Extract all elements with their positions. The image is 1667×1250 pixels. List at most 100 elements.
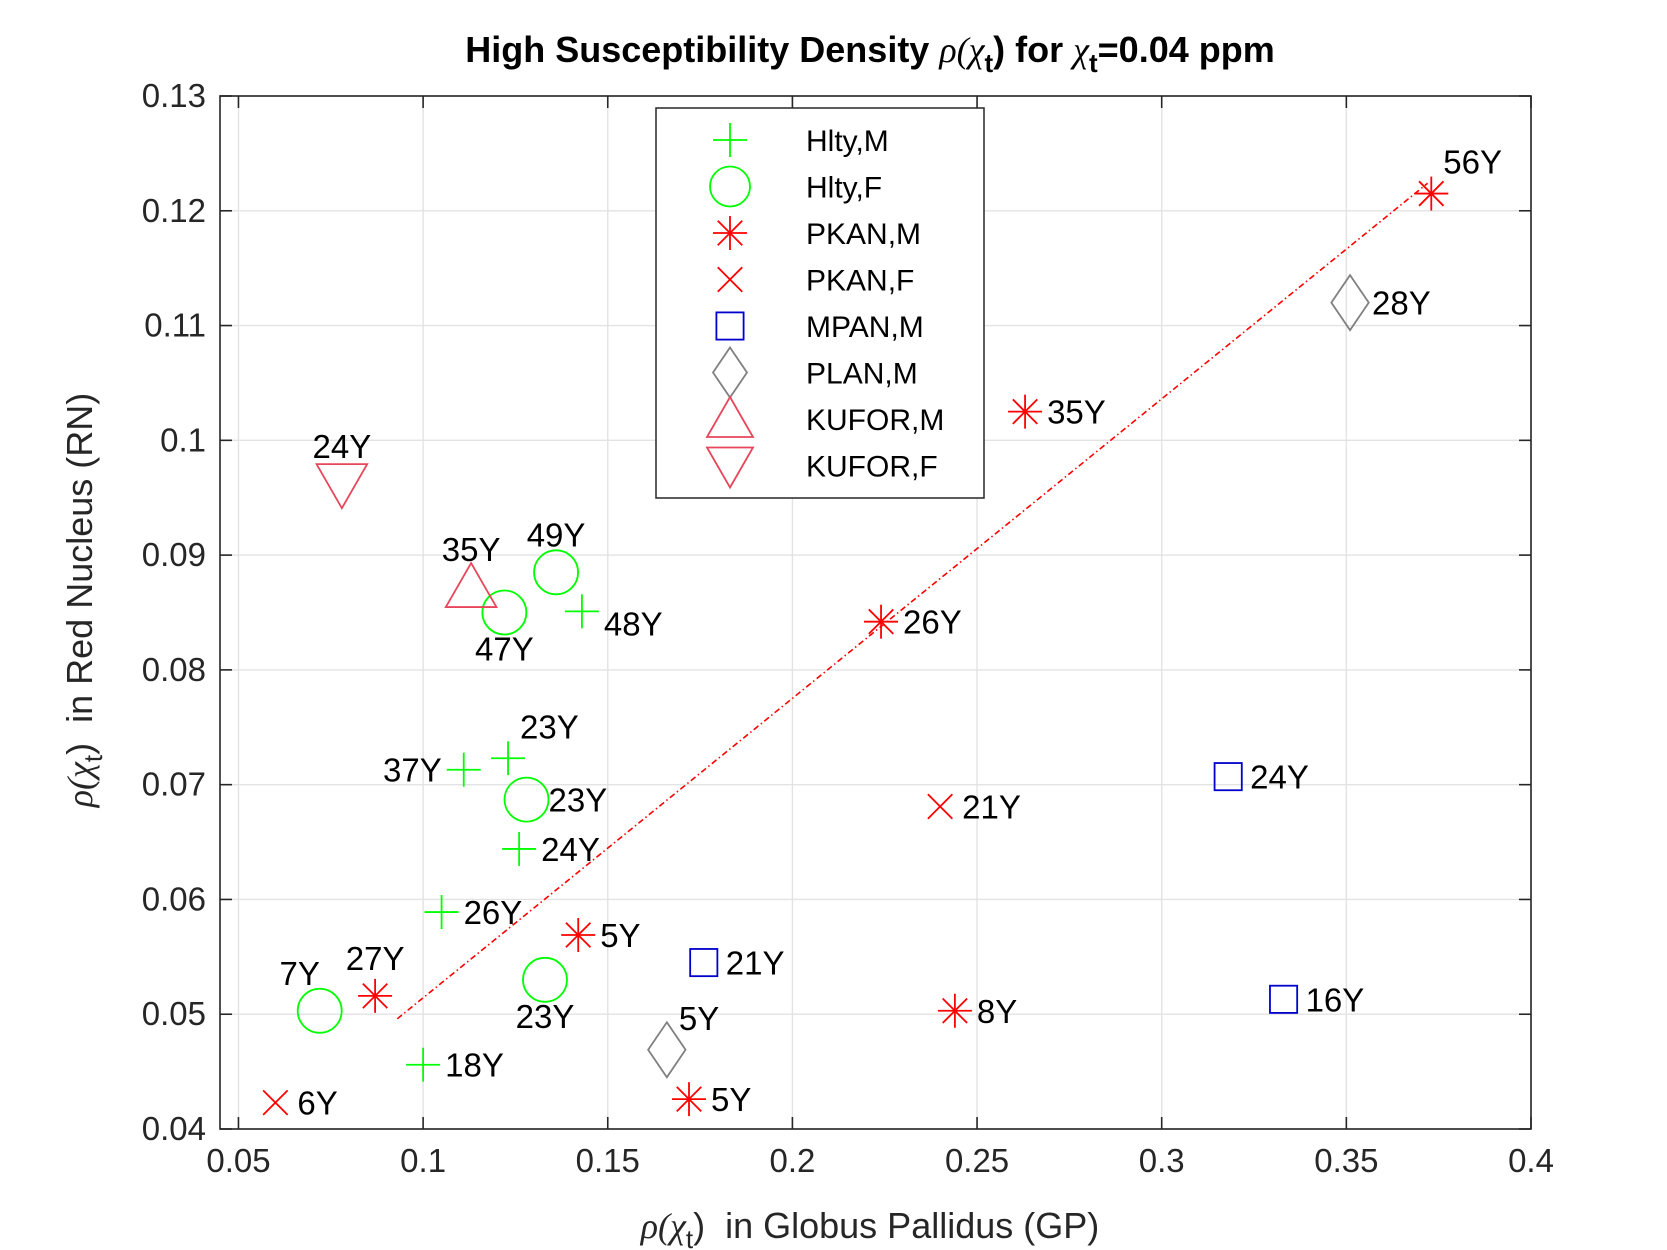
y-tick-label: 0.05: [142, 995, 206, 1032]
legend-item-hlty-m: Hlty,M: [713, 123, 889, 158]
marker-pkan-m: [1414, 176, 1449, 211]
legend-label: PKAN,F: [806, 265, 914, 298]
x-tick-label: 0.15: [576, 1142, 640, 1179]
title-close: ): [993, 29, 1005, 70]
fit-line: [396, 182, 1429, 1020]
point-label-hlty-m: 23Y: [520, 708, 579, 745]
point-label-pkan-m: 5Y: [711, 1081, 751, 1118]
y-label-chi: χ: [60, 761, 100, 781]
x-tick-label: 0.4: [1508, 1142, 1554, 1179]
x-tick-label: 0.1: [400, 1142, 446, 1179]
marker-hlty-m: [491, 741, 526, 776]
legend-marker-kufor-m: [705, 395, 755, 438]
y-axis-label: ρ(χt) in Red Nucleus (RN): [59, 393, 108, 808]
legend-marker-hlty-f: [709, 165, 751, 208]
y-axis-tick-labels: 0.04 0.05 0.06 0.07 0.08 0.09 0.1 0.11 0.12 0.13: [142, 77, 206, 1147]
y-label-rho: ρ(: [60, 776, 100, 808]
marker-hlty-m: [406, 1047, 441, 1082]
point-label-pkan-m: 35Y: [1047, 394, 1106, 431]
title-sub-2: t: [1089, 48, 1098, 78]
point-label-kufor-m: 35Y: [442, 531, 501, 568]
x-label-rho: ρ(: [640, 1206, 672, 1246]
legend-item-kufor-f: KUFOR,F: [705, 446, 938, 490]
x-label-chi: χ: [667, 1206, 687, 1246]
marker-pkan-f: [262, 1089, 289, 1116]
title-rho: ρ(: [938, 30, 970, 70]
x-tick-label: 0.2: [769, 1142, 815, 1179]
legend-label: Hlty,M: [806, 125, 889, 158]
y-tick-label: 0.09: [142, 536, 206, 573]
marker-plan-m: [1330, 273, 1370, 332]
marker-kufor-f: [315, 463, 369, 510]
legend-item-pkan-f: PKAN,F: [717, 265, 914, 298]
point-label-pkan-m: 8Y: [977, 993, 1017, 1030]
point-label-pkan-f: 21Y: [962, 788, 1021, 825]
y-label-close: ): [59, 743, 100, 755]
marker-hlty-f: [522, 956, 568, 1003]
chart-title: High Susceptibility Density ρ(χt) for χt…: [465, 29, 1275, 78]
point-label-hlty-m: 48Y: [604, 605, 663, 642]
marker-pkan-m: [1008, 394, 1043, 429]
x-tick-label: 0.25: [945, 1142, 1009, 1179]
point-label-plan-m: 5Y: [679, 1000, 719, 1037]
x-tick-label: 0.35: [1314, 1142, 1378, 1179]
y-tick-label: 0.1: [160, 421, 206, 458]
legend-item-hlty-f: Hlty,F: [709, 165, 882, 208]
point-label-hlty-m: 24Y: [541, 831, 600, 868]
marker-mpan-m: [1269, 984, 1299, 1014]
legend-label: Hlty,F: [806, 172, 882, 205]
marker-hlty-m: [446, 752, 481, 787]
marker-pkan-m: [937, 993, 972, 1028]
legend-label: KUFOR,F: [806, 451, 938, 484]
x-axis-label: ρ(χt) in Globus Pallidus (GP): [640, 1205, 1100, 1250]
point-label-pkan-m: 5Y: [600, 917, 640, 954]
legend-label: PLAN,M: [806, 358, 918, 391]
marker-hlty-f: [503, 776, 550, 823]
marker-kufor-m: [444, 561, 498, 608]
legend-marker-kufor-f: [705, 446, 755, 490]
title-chi: χ: [966, 30, 986, 70]
legend-marker-pkan-m: [713, 216, 747, 250]
point-label-hlty-m: 26Y: [464, 894, 523, 931]
legend-marker-hlty-m: [713, 123, 747, 157]
title-sub: t: [984, 48, 993, 78]
y-label-text: in Red Nucleus (RN): [59, 393, 100, 743]
x-label-close: ): [693, 1205, 705, 1246]
legend-marker-pkan-f: [717, 266, 743, 293]
marker-pkan-m: [864, 604, 899, 639]
legend-item-plan-m: PLAN,M: [711, 345, 918, 400]
y-label-sub: t: [78, 754, 108, 762]
legend-item-pkan-m: PKAN,M: [713, 216, 921, 251]
title-middle: for: [1005, 29, 1073, 70]
marker-hlty-m: [564, 594, 599, 629]
marker-mpan-m: [1213, 762, 1243, 792]
y-tick-label: 0.13: [142, 77, 206, 114]
point-label-mpan-m: 21Y: [726, 945, 785, 982]
marker-hlty-m: [502, 831, 537, 866]
legend-box: [655, 107, 985, 499]
y-tick-label: 0.06: [142, 880, 206, 917]
legend: Hlty,M Hlty,F PKAN,M PKAN,F MPAN,M PLAN,M KUFO…: [655, 107, 985, 499]
legend-label: KUFOR,M: [806, 404, 944, 437]
point-label-hlty-f: 47Y: [475, 631, 534, 668]
legend-items: Hlty,M Hlty,F PKAN,M PKAN,F MPAN,M PLAN,M KUFO…: [705, 123, 944, 490]
legend-label: PKAN,M: [806, 218, 921, 251]
x-tick-label: 0.3: [1139, 1142, 1185, 1179]
marker-hlty-f: [533, 549, 579, 596]
y-tick-label: 0.04: [142, 1110, 206, 1147]
marker-mpan-m: [689, 948, 719, 978]
data-markers: [262, 176, 1449, 1117]
point-label-hlty-m: 37Y: [383, 752, 442, 789]
axis-ticks: [220, 95, 1532, 1130]
marker-pkan-m: [672, 1082, 707, 1117]
point-label-mpan-m: 16Y: [1306, 981, 1365, 1018]
point-label-plan-m: 28Y: [1372, 285, 1431, 322]
marker-pkan-f: [927, 793, 954, 820]
point-label-hlty-m: 18Y: [445, 1047, 504, 1084]
legend-label: MPAN,M: [806, 311, 924, 344]
title-suffix: =0.04 ppm: [1098, 29, 1275, 70]
title-chi-2: χ: [1070, 30, 1090, 70]
marker-hlty-f: [481, 589, 528, 636]
point-label-kufor-f: 24Y: [313, 428, 372, 465]
x-label-sub: t: [686, 1224, 694, 1250]
